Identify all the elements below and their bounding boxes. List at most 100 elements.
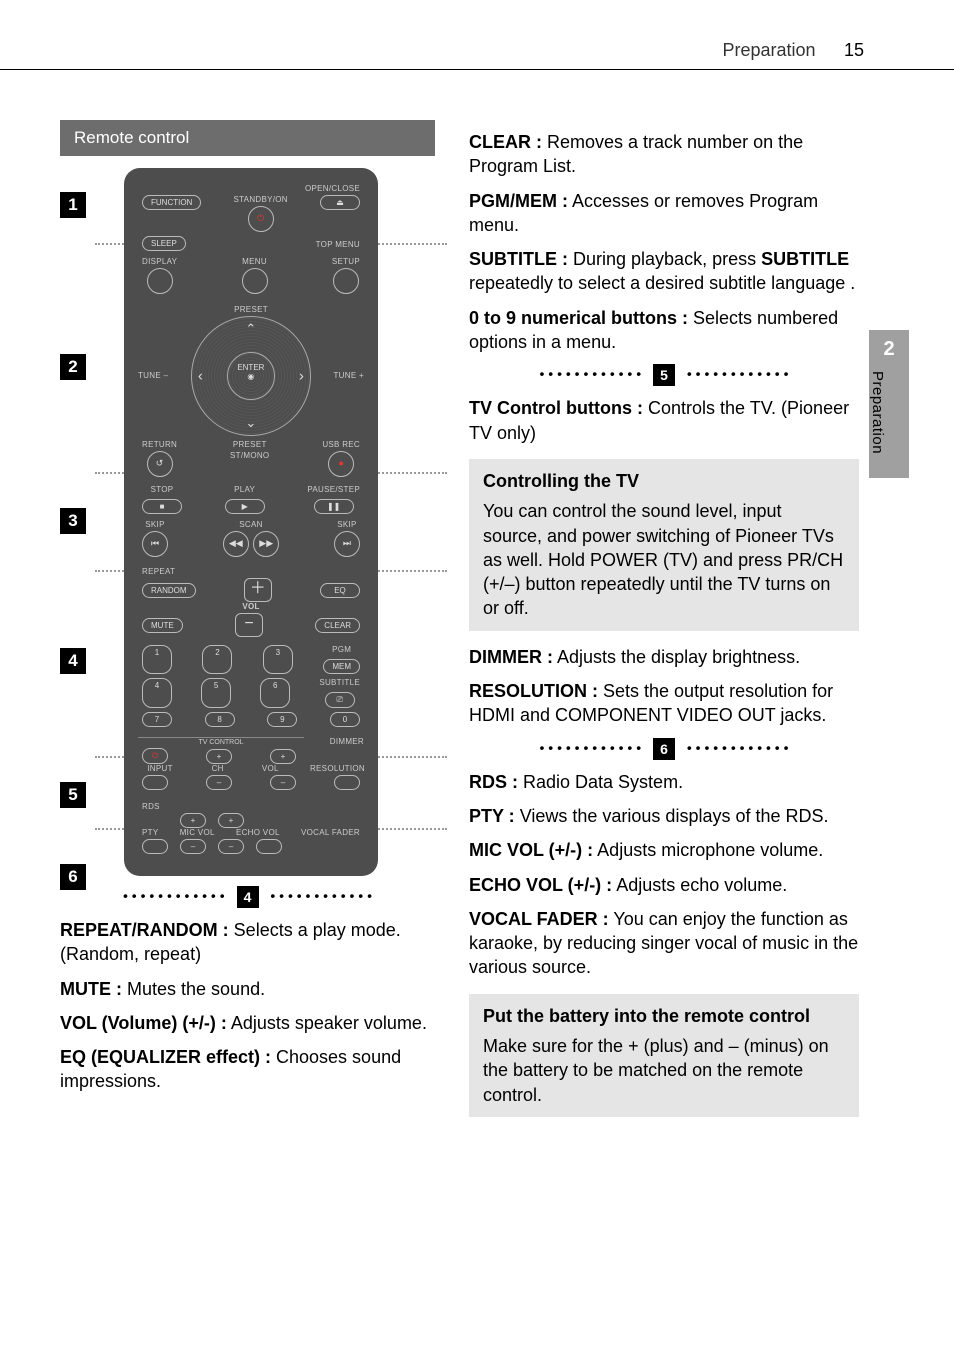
box-battery-title: Put the battery into the remote control xyxy=(483,1004,845,1028)
tv-control-group-label: TV CONTROL xyxy=(138,737,304,748)
def-subtitle: SUBTITLE : During playback, press SUBTIT… xyxy=(469,247,859,296)
pause-label: PAUSE/STEP xyxy=(307,485,360,495)
tune-minus-label: TUNE – xyxy=(138,371,168,381)
vocal-fader-button xyxy=(256,839,282,854)
section-divider-5: • • • • • • • • • • • • 5 • • • • • • • … xyxy=(469,364,859,386)
open-close-label: OPEN/CLOSE xyxy=(136,184,360,194)
menu-button xyxy=(242,268,268,294)
play-button: ▶ xyxy=(225,499,265,514)
numpad-1: 1 xyxy=(142,645,172,674)
tv-ch-plus: + xyxy=(206,749,232,764)
def-pgm: PGM/MEM : Accesses or removes Program me… xyxy=(469,189,859,238)
def-rds: RDS : Radio Data System. xyxy=(469,770,859,794)
badge-4: 4 xyxy=(60,648,86,674)
enter-dot-icon: ◉ xyxy=(228,372,274,381)
nav-down-icon: ⌄ xyxy=(245,415,256,431)
def-numerical: 0 to 9 numerical buttons : Selects numbe… xyxy=(469,306,859,355)
rds-label: RDS xyxy=(142,802,360,812)
numpad-5: 5 xyxy=(201,678,231,708)
tv-input-button xyxy=(142,775,168,790)
badge-1: 1 xyxy=(60,192,86,218)
skip-l-label: SKIP xyxy=(142,520,168,530)
numpad-7: 7 xyxy=(142,712,172,727)
def-eq: EQ (EQUALIZER effect) : Chooses sound im… xyxy=(60,1045,435,1094)
box-controlling-tv: Controlling the TV You can control the s… xyxy=(469,459,859,631)
resolution-button xyxy=(334,775,360,790)
nav-wheel: ⌃ ⌄ ‹ › ENTER ◉ xyxy=(191,316,311,436)
enter-label: ENTER xyxy=(228,363,274,372)
rew-icon: ◀◀ xyxy=(223,531,249,557)
page-header: Preparation 15 xyxy=(0,40,954,70)
stop-label: STOP xyxy=(142,485,182,495)
tv-ch-label: CH xyxy=(205,764,231,774)
subtitle-button: ⎚ xyxy=(325,692,355,708)
fwd-icon: ▶▶ xyxy=(253,531,279,557)
box-battery: Put the battery into the remote control … xyxy=(469,994,859,1117)
remote-title: Remote control xyxy=(60,120,435,156)
menu-label: MENU xyxy=(242,257,268,267)
repeat-label: REPEAT xyxy=(142,567,360,577)
page: Preparation 15 2 Preparation Remote cont… xyxy=(0,0,954,1354)
right-column: CLEAR : Removes a track number on the Pr… xyxy=(469,120,859,1294)
mem-button: MEM xyxy=(323,659,360,674)
vocal-fader-label: VOCAL FADER xyxy=(301,828,360,838)
remote-figure: 1 2 3 4 5 6 OPEN/CLOSE FUNCTION xyxy=(60,168,435,876)
section-divider-4: • • • • • • • • • • • • 4 • • • • • • • … xyxy=(60,886,435,908)
subtitle-label: SUBTITLE xyxy=(319,678,360,688)
micvol-plus: + xyxy=(180,813,206,828)
dimmer-label: DIMMER xyxy=(304,737,364,747)
pgm-label: PGM xyxy=(323,645,360,655)
pty-button xyxy=(142,839,168,854)
return-label: RETURN xyxy=(142,440,177,450)
prev-icon: ⏮ xyxy=(142,531,168,557)
header-page-number: 15 xyxy=(844,40,864,61)
vol-label: VOL xyxy=(136,602,366,612)
echovol-plus: + xyxy=(218,813,244,828)
skip-r-label: SKIP xyxy=(334,520,360,530)
top-menu-label: TOP MENU xyxy=(316,240,360,250)
header-section: Preparation xyxy=(722,40,815,60)
nav-right-icon: › xyxy=(299,368,304,385)
box-tv-body: You can control the sound level, input s… xyxy=(483,501,843,618)
chapter-number: 2 xyxy=(869,338,909,361)
usb-rec-label: USB REC xyxy=(322,440,360,450)
echo-vol-label: ECHO VOL xyxy=(236,828,280,838)
function-button: FUNCTION xyxy=(142,195,201,210)
tv-power-icon: ⏻ xyxy=(142,748,168,764)
def-vol: VOL (Volume) (+/-) : Adjusts speaker vol… xyxy=(60,1011,435,1035)
badge-5: 5 xyxy=(60,782,86,808)
badge-6: 6 xyxy=(60,864,86,890)
clear-button: CLEAR xyxy=(315,618,360,633)
setup-button xyxy=(333,268,359,294)
nav-left-icon: ‹ xyxy=(198,368,203,385)
mute-button: MUTE xyxy=(142,618,183,633)
numpad-3: 3 xyxy=(263,645,293,674)
micvol-minus: – xyxy=(180,839,206,854)
random-button: RANDOM xyxy=(142,583,196,598)
display-label: DISPLAY xyxy=(142,257,177,267)
numpad-6: 6 xyxy=(260,678,290,708)
resolution-label: RESOLUTION xyxy=(310,764,360,774)
left-column: Remote control 1 2 3 4 5 6 OPEN/CLOSE xyxy=(60,120,435,1294)
divider-badge-6: 6 xyxy=(653,738,675,760)
vol-plus-button: ＋ xyxy=(244,578,272,602)
def-echo-vol: ECHO VOL (+/-) : Adjusts echo volume. xyxy=(469,873,859,897)
next-icon: ⏭ xyxy=(334,531,360,557)
def-dimmer: DIMMER : Adjusts the display brightness. xyxy=(469,645,859,669)
def-resolution: RESOLUTION : Sets the output resolution … xyxy=(469,679,859,728)
def-tv-control: TV Control buttons : Controls the TV. (P… xyxy=(469,396,859,445)
st-mono-label: ST/MONO xyxy=(230,451,269,461)
play-label: PLAY xyxy=(225,485,265,495)
tv-vol-plus: + xyxy=(270,749,296,764)
chapter-tab: 2 Preparation xyxy=(869,330,909,478)
badge-3: 3 xyxy=(60,508,86,534)
eject-button: ⏏ xyxy=(320,195,360,210)
numpad-8: 8 xyxy=(205,712,235,727)
tv-ch-minus: – xyxy=(206,775,232,790)
tv-input-label: INPUT xyxy=(142,764,178,774)
preset-bottom-label: PRESET xyxy=(230,440,269,450)
def-vocal-fader: VOCAL FADER : You can enjoy the function… xyxy=(469,907,859,980)
setup-label: SETUP xyxy=(332,257,360,267)
def-repeat: REPEAT/RANDOM : Selects a play mode.(Ran… xyxy=(60,918,435,967)
tv-vol-label: VOL xyxy=(257,764,283,774)
